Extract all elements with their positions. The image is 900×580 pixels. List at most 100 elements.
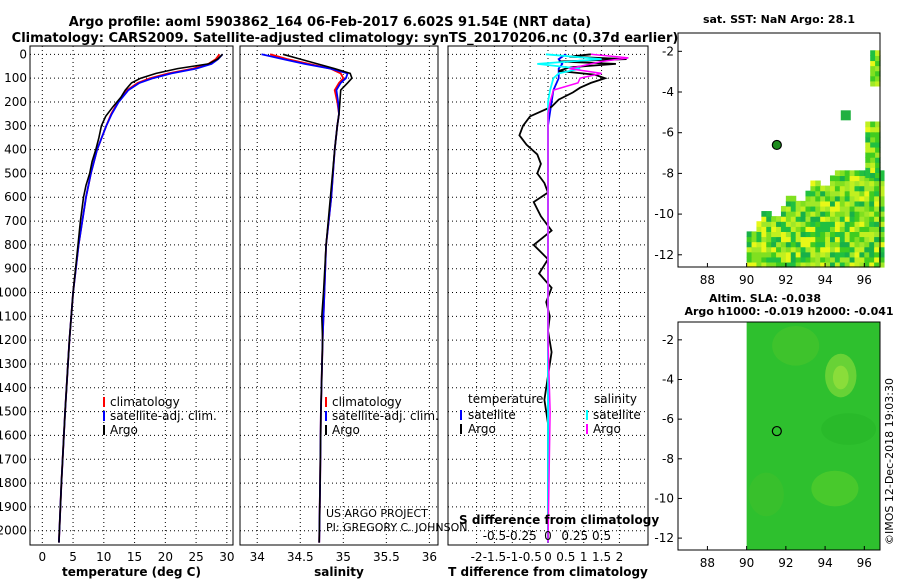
sst-cell [771,261,777,268]
sst-cell [854,251,861,258]
sst-cell [879,211,885,217]
sst-cell [870,70,876,77]
sst-cell [869,205,875,212]
sst-cell [829,185,836,192]
sst-cell [820,246,826,253]
map-x-tick-label: 92 [778,273,793,287]
x-tick-label: 25 [188,550,203,564]
sst-cell [865,157,871,163]
imos-stamp: ©IMOS 12-Dec-2018 19:03:30 [883,378,896,545]
sst-cell [874,216,880,222]
sst-cell [874,200,880,207]
sst-cell [756,261,762,268]
sst-cell [820,231,826,238]
sst-cell [875,146,881,153]
sst-cell [865,136,871,143]
sst-cell [849,231,856,238]
sst-cell [756,256,762,263]
sst-cell [859,185,865,192]
sst-cell [834,205,841,212]
sst-cell [834,231,841,238]
sst-cell [839,180,846,187]
sst-cell [849,216,856,222]
sst-cell [859,170,865,177]
sst-cell [859,241,865,248]
sst-cell [761,251,767,258]
x-axis-label: temperature (deg C) [62,565,201,579]
sst-cell [869,190,875,197]
sst-cell [810,180,816,187]
x-tick-label: 20 [158,550,173,564]
plot-frame [29,45,234,546]
sst-cell [859,200,865,207]
map-y-tick-label: -2 [662,333,674,347]
sst-cell [785,251,792,258]
sst-cell [854,216,861,222]
map-frame [677,321,881,551]
map-y-tick-label: -6 [662,412,674,426]
sst-cell [790,195,797,202]
sst-cell [805,241,811,248]
sst-cell [834,221,841,227]
depth-tick-label: 1600 [0,428,27,442]
sst-cell [879,200,885,207]
sst-cell [864,231,870,238]
sst-cell [875,55,881,62]
sst-cell [829,236,836,243]
sst-cell [839,175,846,182]
series-line-climatology [58,53,221,543]
sst-cell [795,236,802,243]
sst-cell [839,241,846,248]
x-tick-label: 15 [127,550,142,564]
sst-cell [864,241,870,248]
sst-cell [849,246,856,253]
sst-cell [849,195,856,202]
depth-tick-label: 800 [4,238,27,252]
sst-cell [820,261,826,268]
sst-cell [859,211,865,217]
sst-cell [879,226,885,232]
sst-cell [751,261,758,268]
sst-cell [815,216,821,222]
sst-cell [820,236,826,243]
sst-cell [869,251,875,258]
sst-cell [771,246,777,253]
sst-cell [766,241,772,248]
sla-map-title-line2: Argo h1000: -0.019 h2000: -0.041 [684,305,893,318]
sst-cell [761,211,767,217]
sst-cell [746,251,753,258]
sst-cell [879,175,885,182]
x-tick-label: -1.5 [483,550,506,564]
sst-cell [780,241,787,248]
credit-line2: PI: GREGORY C. JOHNSON [326,521,467,534]
sst-cell [820,195,826,202]
sst-cell [839,236,846,243]
sst-cell [761,246,767,253]
sst-cell [859,205,865,212]
sst-cell [834,185,841,192]
sst-cell [834,200,841,207]
sst-cell [776,261,782,268]
sst-cell [771,231,777,238]
sst-cell [751,251,758,258]
depth-tick-label: 1500 [0,405,27,419]
map-frame [677,32,881,268]
sst-cell [766,261,772,268]
sst-cell [869,221,875,227]
sst-cell [805,261,811,268]
sst-cell [795,261,802,268]
map-y-tick-label: -6 [662,126,674,140]
sst-cell [870,80,876,87]
sst-cell [829,195,836,202]
x-tick-label: 1.5 [592,550,611,564]
sst-cell [879,236,885,243]
sst-cell [790,231,797,238]
x-tick-label: 35.5 [373,550,400,564]
sst-cell [746,256,753,263]
sst-cell [834,211,841,217]
sst-cell [829,246,836,253]
x2-tick-label: 0.5 [592,529,611,543]
sst-cell [815,190,821,197]
sst-cell [834,175,841,182]
sst-cell [810,185,816,192]
